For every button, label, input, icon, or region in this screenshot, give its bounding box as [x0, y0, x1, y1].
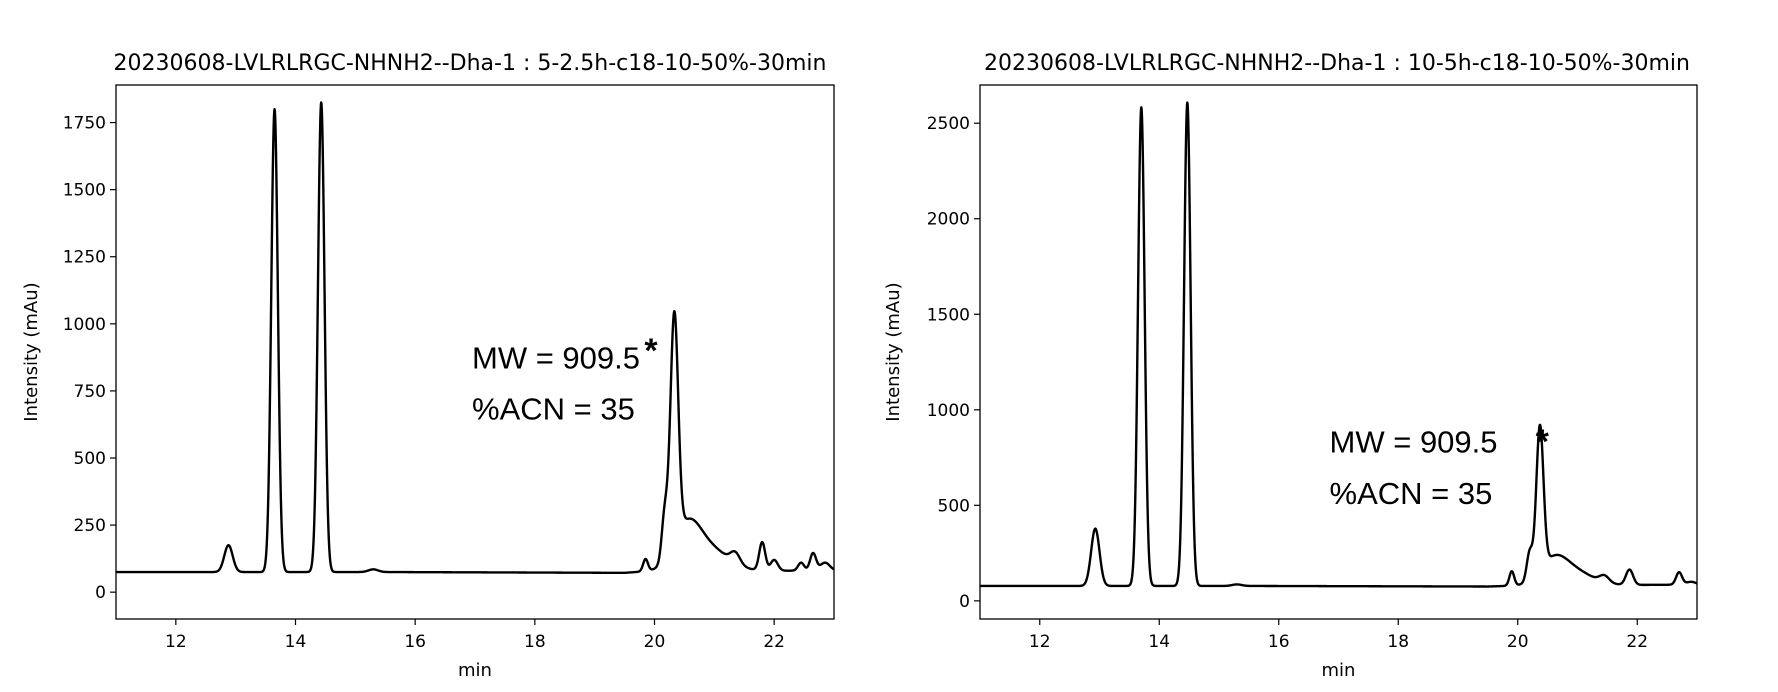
y-tick-label: 1750: [63, 114, 106, 134]
x-tick-label: 16: [404, 632, 426, 652]
y-tick-label: 750: [74, 382, 106, 402]
chromatogram-panel-left: 20230608-LVLRLRGC-NHNH2--Dha-1 : 5-2.5h-…: [21, 51, 835, 681]
peak-marker-annotation: *: [644, 332, 658, 370]
y-tick-label: 500: [938, 496, 970, 516]
y-tick-label: 250: [74, 516, 106, 536]
chromatogram-trace: [115, 101, 835, 575]
chromatogram-trace: [979, 101, 1698, 588]
peak-marker-annotation: *: [1536, 423, 1550, 461]
x-tick-label: 16: [1268, 632, 1290, 652]
peak-annotation: MW = 909.5: [472, 341, 640, 376]
x-tick-label: 18: [1387, 632, 1409, 652]
x-tick-label: 20: [1507, 632, 1529, 652]
peak-annotation: MW = 909.5: [1330, 424, 1498, 459]
y-tick-label: 1500: [63, 181, 106, 201]
chart-title: 20230608-LVLRLRGC-NHNH2--Dha-1 : 10-5h-c…: [984, 51, 1690, 76]
chart-title: 20230608-LVLRLRGC-NHNH2--Dha-1 : 5-2.5h-…: [114, 51, 827, 76]
y-tick-label: 2000: [927, 210, 970, 230]
x-tick-label: 14: [1148, 632, 1170, 652]
plot-frame: [115, 84, 835, 620]
y-tick-label: 1500: [927, 305, 970, 325]
chromatogram-panel-right: 20230608-LVLRLRGC-NHNH2--Dha-1 : 10-5h-c…: [883, 51, 1698, 681]
y-tick-label: 0: [959, 592, 970, 612]
x-tick-label: 22: [763, 632, 785, 652]
y-tick-label: 1250: [63, 248, 106, 268]
y-axis-label: Intensity (mAu): [883, 282, 904, 421]
plot-frame: [979, 84, 1698, 620]
y-tick-label: 500: [74, 449, 106, 469]
x-tick-label: 12: [165, 632, 187, 652]
peak-annotation: %ACN = 35: [472, 392, 635, 427]
x-tick-label: 14: [285, 632, 307, 652]
y-tick-label: 2500: [927, 114, 970, 134]
x-tick-label: 22: [1626, 632, 1648, 652]
peak-annotation: %ACN = 35: [1330, 476, 1493, 511]
y-tick-label: 0: [95, 583, 106, 603]
x-tick-label: 12: [1029, 632, 1051, 652]
x-tick-label: 18: [524, 632, 546, 652]
y-axis-label: Intensity (mAu): [21, 282, 42, 421]
y-tick-label: 1000: [63, 315, 106, 335]
x-axis-label: min: [458, 660, 492, 681]
x-axis-label: min: [1322, 660, 1356, 681]
y-tick-label: 1000: [927, 401, 970, 421]
x-tick-label: 20: [644, 632, 666, 652]
